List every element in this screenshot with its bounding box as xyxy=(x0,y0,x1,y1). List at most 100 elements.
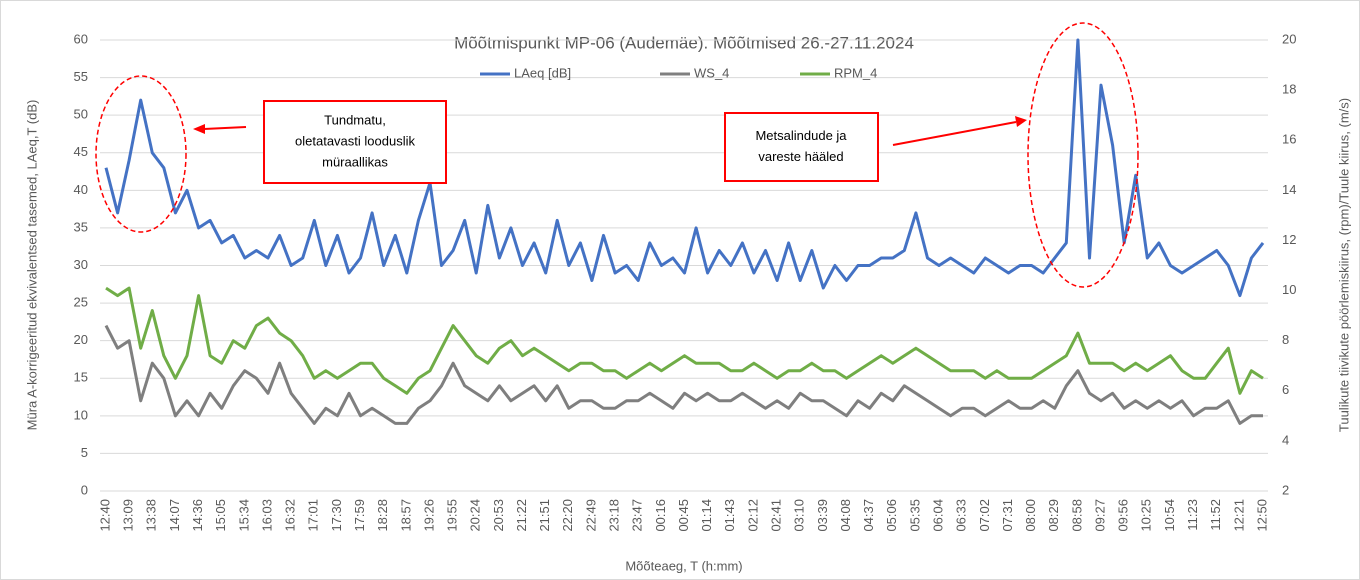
x-tick-label: 03:39 xyxy=(815,499,830,532)
y2-tick-label: 2 xyxy=(1282,482,1289,497)
series-line xyxy=(105,286,1264,395)
x-tick-label: 17:30 xyxy=(329,499,344,532)
x-tick-label: 01:43 xyxy=(722,499,737,532)
y-tick-label: 35 xyxy=(74,219,88,234)
x-tick-label: 18:57 xyxy=(398,499,413,532)
x-tick-label: 10:54 xyxy=(1162,499,1177,532)
annotation-text: vareste hääled xyxy=(758,149,843,164)
x-tick-label: 15:34 xyxy=(236,499,251,532)
x-tick-label: 05:35 xyxy=(907,499,922,532)
x-tick-label: 00:16 xyxy=(653,499,668,532)
arrow-head xyxy=(1015,116,1027,127)
x-tick-label: 08:29 xyxy=(1046,499,1061,532)
y2-tick-label: 4 xyxy=(1282,432,1289,447)
annotation-text: Metsalindude ja xyxy=(755,128,847,143)
annotation-box xyxy=(263,100,447,184)
x-tick-label: 05:06 xyxy=(884,499,899,532)
y-tick-label: 55 xyxy=(74,69,88,84)
y2-tick-label: 18 xyxy=(1282,82,1296,97)
x-tick-label: 02:41 xyxy=(768,499,783,532)
y2-tick-label: 14 xyxy=(1282,182,1296,197)
x-tick-label: 16:32 xyxy=(283,499,298,532)
x-tick-label: 19:26 xyxy=(421,499,436,532)
x-tick-label: 01:14 xyxy=(699,499,714,532)
x-tick-label: 15:05 xyxy=(213,499,228,532)
x-tick-label: 12:40 xyxy=(97,499,112,532)
y-tick-label: 5 xyxy=(81,445,88,460)
arrow xyxy=(203,126,247,130)
arrow-head xyxy=(193,124,205,134)
x-tick-label: 17:59 xyxy=(352,499,367,532)
x-tick-label: 12:21 xyxy=(1231,499,1246,532)
x-tick-label: 08:58 xyxy=(1069,499,1084,532)
x-tick-label: 12:50 xyxy=(1254,499,1269,532)
plot-area: 0 5 10 15 20 25 30 35 40 45 50 55 60 2 4 6 8 10 12 14 16 18 20… xyxy=(74,31,1297,531)
x-tick-label: 23:18 xyxy=(607,499,622,532)
x-tick-label: 06:04 xyxy=(930,499,945,532)
highlight-ellipse xyxy=(95,75,187,233)
x-tick-label: 04:37 xyxy=(861,499,876,532)
highlight-ellipse xyxy=(1027,22,1139,288)
x-tick-label: 09:27 xyxy=(1092,499,1107,532)
x-tick-label: 17:01 xyxy=(306,499,321,532)
x-tick-label: 11:52 xyxy=(1208,499,1223,531)
x-tick-label: 22:20 xyxy=(560,499,575,532)
annotation-box xyxy=(724,112,879,182)
annotation-text: Tundmatu, xyxy=(324,112,386,127)
series-line xyxy=(104,38,1265,298)
y-tick-label: 0 xyxy=(81,482,88,497)
x-tick-label: 09:56 xyxy=(1116,499,1131,532)
annotation-text: müraallikas xyxy=(322,154,388,169)
annotations: Tundmatu, oletatavasti looduslik müraallik… xyxy=(95,22,1139,288)
y2-tick-label: 8 xyxy=(1282,332,1289,347)
legend-label: WS_4 xyxy=(694,65,729,80)
x-tick-label: 18:28 xyxy=(375,499,390,532)
y-tick-label: 30 xyxy=(74,257,88,272)
y-axis-label: Müra A-korrigeeritud ekvivalentsed tasem… xyxy=(24,100,39,431)
x-tick-label: 13:09 xyxy=(121,499,136,532)
series-line xyxy=(104,324,1263,425)
legend-label: RPM_4 xyxy=(834,65,877,80)
y-tick-label: 40 xyxy=(74,182,88,197)
x-tick-label: 19:55 xyxy=(445,499,460,532)
x-tick-label: 07:31 xyxy=(1000,499,1015,532)
y-tick-label: 50 xyxy=(74,107,88,122)
x-tick-label: 20:24 xyxy=(468,499,483,532)
x-tick-label: 14:07 xyxy=(167,499,182,532)
x-tick-label: 04:08 xyxy=(838,499,853,532)
x-tick-label: 06:33 xyxy=(954,499,969,532)
x-tick-label: 20:53 xyxy=(491,499,506,532)
y-tick-label: 25 xyxy=(74,295,88,310)
y2-tick-label: 12 xyxy=(1282,232,1296,247)
y-tick-label: 45 xyxy=(74,144,88,159)
x-tick-label: 16:03 xyxy=(259,499,274,532)
x-tick-label: 13:38 xyxy=(144,499,159,532)
x-tick-label: 21:51 xyxy=(537,499,552,532)
x-axis-label: Mõõteaeg, T (h:mm) xyxy=(625,558,742,573)
y-tick-label: 15 xyxy=(74,370,88,385)
x-tick-label: 00:45 xyxy=(676,499,691,532)
x-tick-label: 03:10 xyxy=(792,499,807,532)
y2-axis-label: Tuulikute tiivikute pöörlemiskiirus, (rp… xyxy=(1336,98,1351,432)
y2-tick-label: 10 xyxy=(1282,282,1296,297)
x-tick-label: 22:49 xyxy=(583,499,598,532)
x-tick-label: 07:02 xyxy=(977,499,992,532)
x-tick-label: 14:36 xyxy=(190,499,205,532)
y-tick-label: 60 xyxy=(74,31,88,46)
x-tick-label: 08:00 xyxy=(1023,499,1038,532)
x-tick-label: 23:47 xyxy=(630,499,645,532)
annotation-text: oletatavasti looduslik xyxy=(295,133,415,148)
arrow xyxy=(892,121,1017,146)
y-tick-label: 10 xyxy=(74,407,88,422)
y2-tick-label: 16 xyxy=(1282,132,1296,147)
x-tick-label: 21:22 xyxy=(514,499,529,532)
y-tick-label: 20 xyxy=(74,332,88,347)
x-tick-label: 02:12 xyxy=(745,499,760,532)
chart-title: Mõõtmispunkt MP-06 (Audemäe). Mõõtmised … xyxy=(454,33,914,52)
x-tick-label: 10:25 xyxy=(1139,499,1154,532)
y2-tick-label: 6 xyxy=(1282,382,1289,397)
y2-tick-label: 20 xyxy=(1282,31,1296,46)
legend-label: LAeq [dB] xyxy=(514,65,571,80)
